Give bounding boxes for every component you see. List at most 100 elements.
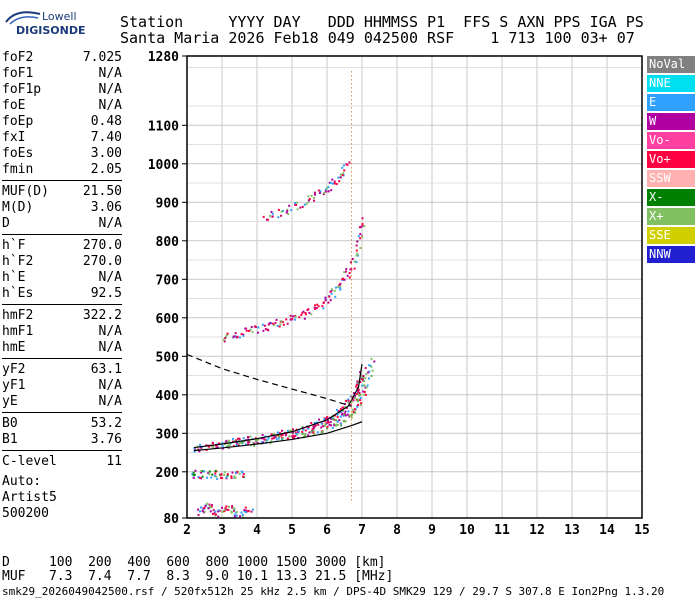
trace-point [359, 237, 362, 240]
trace-point [327, 421, 330, 424]
trace-point [218, 442, 221, 445]
trace-point [355, 261, 358, 264]
trace-point [301, 430, 304, 433]
trace-point [230, 510, 233, 513]
trace-point [313, 193, 316, 196]
x-tick-label: 14 [599, 523, 615, 538]
trace-point [359, 381, 362, 384]
trace-point [331, 182, 334, 185]
trace-point [225, 508, 228, 511]
x-tick-label: 7 [358, 523, 366, 538]
logo-lowell: Lowell [42, 10, 77, 23]
trace-point [231, 505, 234, 508]
trace-point [350, 416, 353, 419]
legend-item: W [647, 113, 695, 130]
param-row: MUF(D) 21.50 [2, 184, 122, 200]
trace-point [332, 423, 335, 426]
trace-point [357, 389, 360, 392]
trace-point [367, 377, 370, 380]
param-row: B1 3.76 [2, 432, 122, 448]
muf-distance-row: D 100 200 400 600 800 1000 1500 3000 [km… [2, 555, 386, 570]
trace-point [221, 477, 224, 480]
trace-point [328, 423, 331, 426]
trace-point [232, 507, 235, 510]
param-value: N/A [98, 340, 122, 355]
trace-point [352, 411, 355, 414]
trace-point [293, 318, 296, 321]
param-value: N/A [98, 66, 122, 81]
trace-point [228, 439, 231, 442]
trace-point [234, 511, 237, 514]
trace-point [220, 473, 223, 476]
trace-point [243, 508, 246, 511]
trace-1 [223, 357, 376, 449]
trace-point [279, 323, 282, 326]
legend-item: X- [647, 189, 695, 206]
y-tick-label: 900 [156, 196, 180, 211]
trace-point [264, 328, 267, 331]
trace-point [207, 472, 210, 475]
trace-point [335, 286, 338, 289]
trace-point [294, 203, 297, 206]
trace-point [242, 334, 245, 337]
trace-point [209, 510, 212, 513]
trace-point [316, 431, 319, 434]
param-key: foF1 [2, 66, 34, 81]
trace-point [310, 421, 313, 424]
trace-point [326, 419, 329, 422]
param-value: 21.50 [82, 184, 122, 199]
trace-point [217, 509, 220, 512]
trace-point [317, 189, 320, 192]
muf-table: D 100 200 400 600 800 1000 1500 3000 [km… [2, 556, 393, 584]
trace-point [225, 505, 228, 508]
param-row: B0 53.2 [2, 416, 122, 432]
trace-point [228, 444, 231, 447]
lowell-digisonde-logo: Lowell DIGISONDE [4, 6, 85, 40]
trace-point [347, 410, 350, 413]
trace-point [282, 323, 285, 326]
trace-point [270, 440, 273, 443]
trace-point [223, 508, 226, 511]
trace-point [346, 163, 349, 166]
trace-point [335, 183, 338, 186]
trace-point [342, 164, 345, 167]
y-tick-label: 300 [156, 427, 180, 442]
auto-artist: Artist5 [2, 490, 57, 505]
trace-point [235, 439, 238, 442]
trace-point [221, 506, 224, 509]
trace-point [333, 418, 336, 421]
trace-point [216, 477, 219, 480]
trace-point [197, 448, 200, 451]
trace-point [203, 510, 206, 513]
param-row: yF1 N/A [2, 378, 122, 394]
trace-point [226, 444, 229, 447]
x-tick-label: 5 [288, 523, 296, 538]
trace-point [307, 434, 310, 437]
trace-point [298, 316, 301, 319]
trace-point [322, 301, 325, 304]
trace-point [285, 318, 288, 321]
legend-item: SSW [647, 170, 695, 187]
trace-point [210, 505, 213, 508]
x-tick-label: 13 [564, 523, 580, 538]
trace-point [200, 469, 203, 472]
trace-point [337, 176, 340, 179]
trace-point [248, 440, 251, 443]
trace-point [348, 414, 351, 417]
trace-point [328, 181, 331, 184]
trace-point [313, 306, 316, 309]
trace-point [236, 335, 239, 338]
trace-point [266, 218, 269, 221]
trace-point [310, 430, 313, 433]
trace-point [356, 398, 359, 401]
header-line2: Santa Maria 2026 Feb18 049 042500 RSF 1 … [120, 29, 635, 47]
trace-point [361, 235, 364, 238]
trace-point [202, 507, 205, 510]
trace-point [235, 444, 238, 447]
trace-point [339, 408, 342, 411]
legend-item: X+ [647, 208, 695, 225]
trace-point [364, 386, 367, 389]
trace-point [226, 473, 229, 476]
trace-point [355, 385, 358, 388]
trace-point [292, 437, 295, 440]
